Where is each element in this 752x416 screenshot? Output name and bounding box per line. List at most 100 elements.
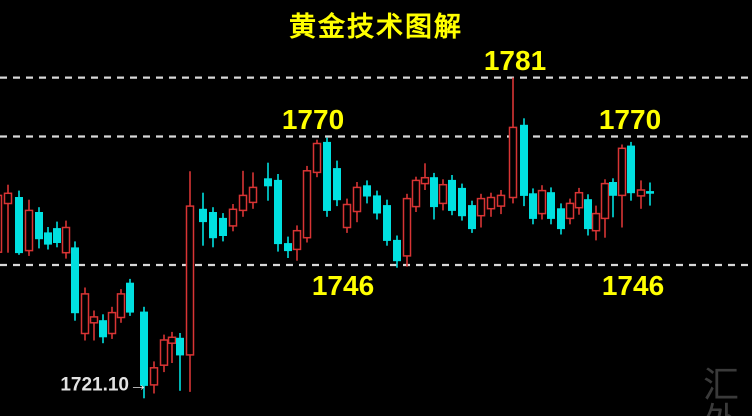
level-label-1770: 1770 xyxy=(281,103,345,135)
candle-body-bullish xyxy=(248,186,258,204)
level-label-1746: 1746 xyxy=(311,269,375,301)
candle-body-bearish xyxy=(529,193,537,219)
candle xyxy=(80,287,90,341)
candle xyxy=(617,144,627,228)
candle-body-bearish xyxy=(468,205,476,230)
candle xyxy=(292,225,302,261)
candle-body-bullish xyxy=(3,192,13,205)
candle-body-bullish xyxy=(420,176,430,185)
candle xyxy=(333,160,341,207)
candle-body-bearish xyxy=(627,145,635,194)
candle xyxy=(0,194,3,253)
candle xyxy=(323,137,331,217)
candle xyxy=(430,172,438,220)
candle xyxy=(89,310,99,341)
candle xyxy=(627,141,635,201)
candle-body-bearish xyxy=(393,239,401,262)
level-label-1746: 1746 xyxy=(601,269,665,301)
candle-body-bearish xyxy=(547,192,555,219)
candle-body-bullish xyxy=(24,209,34,252)
candle xyxy=(547,187,555,225)
candle-body-bearish xyxy=(333,168,341,201)
candle xyxy=(199,192,207,246)
candle xyxy=(565,198,575,225)
candle xyxy=(264,162,272,201)
candle-body-bearish xyxy=(363,185,371,197)
candle-body-bearish xyxy=(209,212,217,239)
candle-body-bullish xyxy=(574,191,584,209)
candle xyxy=(35,207,43,249)
candle-body-bullish xyxy=(476,197,486,217)
page-title: 黄金技术图解 xyxy=(289,12,463,42)
candle-body-bearish xyxy=(458,187,466,217)
candle-body-bullish xyxy=(565,202,575,220)
candle-body-bullish xyxy=(185,205,195,356)
candle xyxy=(159,334,169,373)
candle-body-bullish xyxy=(167,336,177,344)
candle xyxy=(636,180,646,209)
candle xyxy=(574,187,584,215)
candle-body-bearish xyxy=(274,179,282,245)
candle xyxy=(537,185,547,220)
candle xyxy=(363,180,371,204)
candle-body-bearish xyxy=(44,232,52,245)
candle xyxy=(508,77,518,204)
candle-body-bullish xyxy=(600,182,610,220)
candle xyxy=(284,236,292,258)
candle xyxy=(248,172,258,209)
candle xyxy=(176,333,184,391)
candle-body-bearish xyxy=(557,208,565,230)
candle-body-bullish xyxy=(537,189,547,215)
candle xyxy=(274,174,282,252)
candle-body-bullish xyxy=(61,226,71,254)
candle-body-bearish xyxy=(430,177,438,208)
candle-body-bullish xyxy=(496,194,506,207)
candle-body-bullish xyxy=(486,196,496,210)
candle xyxy=(448,175,456,216)
candle-body-bearish xyxy=(53,228,61,244)
candle xyxy=(584,194,592,236)
candle xyxy=(529,188,537,225)
candle xyxy=(149,361,159,394)
candle-body-bullish xyxy=(617,147,627,197)
candle xyxy=(591,205,601,241)
candle-body-bearish xyxy=(15,197,23,254)
candle xyxy=(476,193,486,228)
candle xyxy=(646,182,654,206)
candle xyxy=(15,190,23,255)
candle-body-bearish xyxy=(584,199,592,230)
candle-body-bullish xyxy=(0,194,3,253)
candle xyxy=(167,331,177,363)
candle-body-bullish xyxy=(636,189,646,197)
candle xyxy=(411,176,421,212)
candle-body-bearish xyxy=(383,205,391,241)
candle-body-bearish xyxy=(126,282,134,313)
candle xyxy=(107,306,117,339)
candle xyxy=(520,118,528,207)
candle-body-bearish xyxy=(646,191,654,194)
candle-body-bullish xyxy=(352,186,362,213)
candle-body-bullish xyxy=(116,293,126,319)
candle-body-bullish xyxy=(508,126,518,199)
candle xyxy=(352,182,362,223)
candle xyxy=(438,179,448,211)
candle-body-bearish xyxy=(35,212,43,240)
candle xyxy=(219,213,227,242)
candle-body-bullish xyxy=(149,367,159,386)
candle xyxy=(393,235,401,268)
candle-body-bullish xyxy=(159,339,169,366)
candle xyxy=(609,178,617,218)
candle xyxy=(468,200,476,233)
candle xyxy=(312,139,322,178)
candle-body-bearish xyxy=(176,337,184,356)
candle xyxy=(557,203,565,235)
candle xyxy=(420,163,430,190)
candle xyxy=(302,165,312,243)
candle xyxy=(373,190,381,220)
candle xyxy=(3,184,13,253)
candle-body-bullish xyxy=(228,208,238,227)
candle-body-bearish xyxy=(373,195,381,214)
candle xyxy=(238,170,248,217)
candle-body-bearish xyxy=(520,124,528,196)
